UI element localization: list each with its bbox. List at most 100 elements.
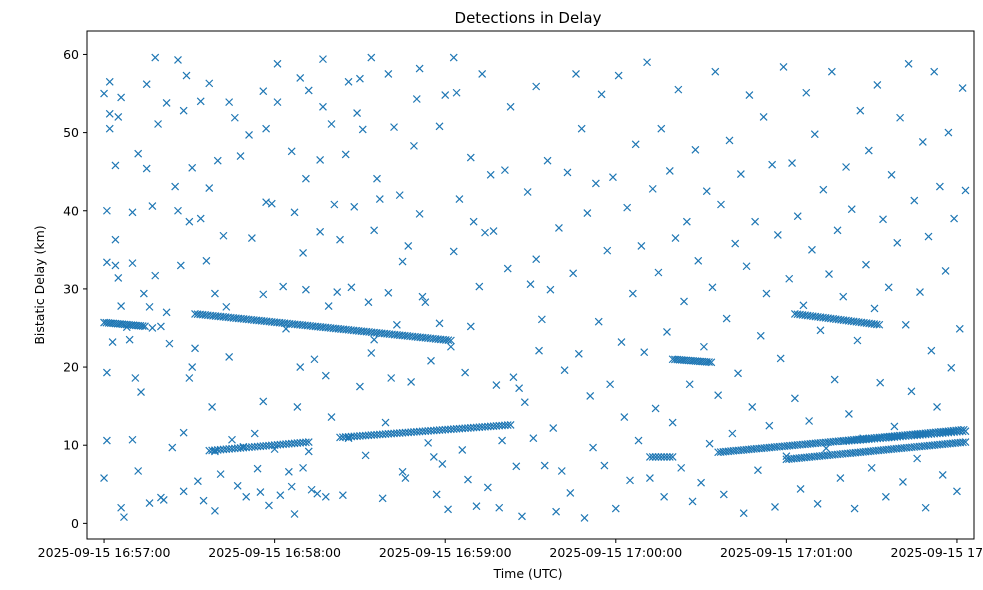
scatter-point — [446, 342, 455, 351]
scatter-point — [367, 349, 376, 357]
scatter-point — [657, 124, 666, 133]
scatter-point — [654, 453, 663, 461]
scatter-point — [449, 53, 458, 62]
scatter-point — [199, 496, 208, 505]
scatter-point — [756, 331, 765, 340]
scatter-point — [148, 202, 157, 210]
scatter-point — [245, 131, 253, 139]
scatter-point — [259, 397, 268, 406]
scatter-point — [773, 231, 782, 239]
scatter-point — [665, 166, 674, 175]
scatter-point — [236, 152, 245, 160]
scatter-point — [259, 87, 268, 96]
scatter-point — [572, 70, 580, 78]
scatter-point — [370, 226, 379, 235]
scatter-point — [461, 368, 470, 377]
scatter-point — [225, 352, 234, 361]
scatter-point — [188, 163, 197, 172]
scatter-point — [702, 187, 711, 196]
scatter-point — [415, 64, 424, 73]
scatter-point — [464, 475, 472, 484]
y-axis-title: Bistatic Delay (km) — [32, 225, 47, 344]
scatter-point — [707, 358, 716, 367]
scatter-point — [117, 302, 126, 311]
scatter-point — [802, 88, 811, 97]
scatter-point — [120, 513, 128, 522]
scatter-point — [208, 402, 217, 411]
scatter-point — [392, 320, 401, 329]
scatter-point — [336, 235, 344, 244]
scatter-point — [225, 98, 234, 107]
scatter-point — [916, 288, 924, 296]
scatter-point — [319, 102, 327, 111]
scatter-point — [745, 91, 754, 100]
scatter-point — [378, 494, 387, 503]
scatter-point — [529, 434, 538, 443]
scatter-point — [577, 124, 586, 133]
scatter-point — [239, 442, 248, 451]
scatter-point — [412, 95, 421, 103]
scatter-point — [830, 375, 839, 384]
scatter-point — [955, 324, 964, 333]
scatter-point — [583, 209, 592, 218]
scatter-point — [299, 463, 307, 472]
scatter-point — [193, 477, 202, 486]
scatter-point — [444, 336, 453, 345]
scatter-point — [273, 59, 282, 68]
scatter-point — [139, 289, 148, 298]
scatter-point — [296, 363, 305, 371]
scatter-point — [247, 234, 256, 243]
scatter-point — [290, 510, 299, 518]
scatter-point — [475, 282, 484, 291]
scatter-point — [390, 123, 398, 132]
scatter-point — [742, 262, 751, 271]
scatter-point — [492, 381, 501, 389]
scatter-point — [307, 485, 316, 494]
scatter-point — [327, 413, 336, 422]
scatter-point — [790, 394, 799, 403]
scatter-point — [421, 298, 430, 307]
scatter-point — [256, 488, 265, 497]
scatter-point — [961, 186, 970, 195]
scatter-point — [947, 363, 956, 372]
scatter-point — [481, 228, 489, 237]
scatter-point — [728, 429, 737, 438]
scatter-point — [384, 288, 393, 297]
scatter-point — [847, 205, 856, 214]
scatter-point — [677, 463, 686, 472]
scatter-point — [438, 460, 447, 468]
x-tick-label: 2025-09-15 16:57:00 — [38, 545, 171, 560]
scatter-point — [663, 327, 671, 336]
scatter-point — [415, 209, 424, 218]
scatter-point — [705, 439, 714, 448]
scatter-point — [301, 174, 310, 183]
scatter-point — [381, 418, 390, 427]
scatter-point — [211, 289, 219, 298]
scatter-point — [765, 421, 774, 430]
scatter-point — [503, 421, 512, 430]
scatter-point — [941, 267, 950, 275]
scatter-point — [128, 435, 137, 444]
scatter-point — [719, 490, 728, 499]
scatter-point — [142, 80, 151, 89]
scatter-point — [174, 55, 182, 64]
scatter-point — [427, 356, 435, 365]
scatter-point — [441, 91, 450, 100]
scatter-point — [961, 438, 970, 447]
scatter-point — [768, 160, 777, 169]
y-tick-label: 10 — [63, 438, 79, 453]
scatter-point — [856, 106, 865, 115]
scatter-point — [958, 427, 967, 436]
scatter-point — [626, 476, 634, 485]
scatter-point — [751, 217, 760, 226]
scatter-point — [887, 170, 896, 179]
scatter-point — [100, 474, 108, 482]
scatter-point — [876, 378, 885, 387]
scatter-point — [267, 199, 276, 208]
scatter-point — [364, 298, 373, 307]
scatter-point — [128, 208, 137, 217]
y-tick-label: 30 — [63, 281, 79, 296]
scatter-point — [205, 79, 214, 88]
x-tick-label: 2025-09-15 17:01:00 — [720, 545, 853, 560]
scatter-point — [444, 505, 452, 514]
